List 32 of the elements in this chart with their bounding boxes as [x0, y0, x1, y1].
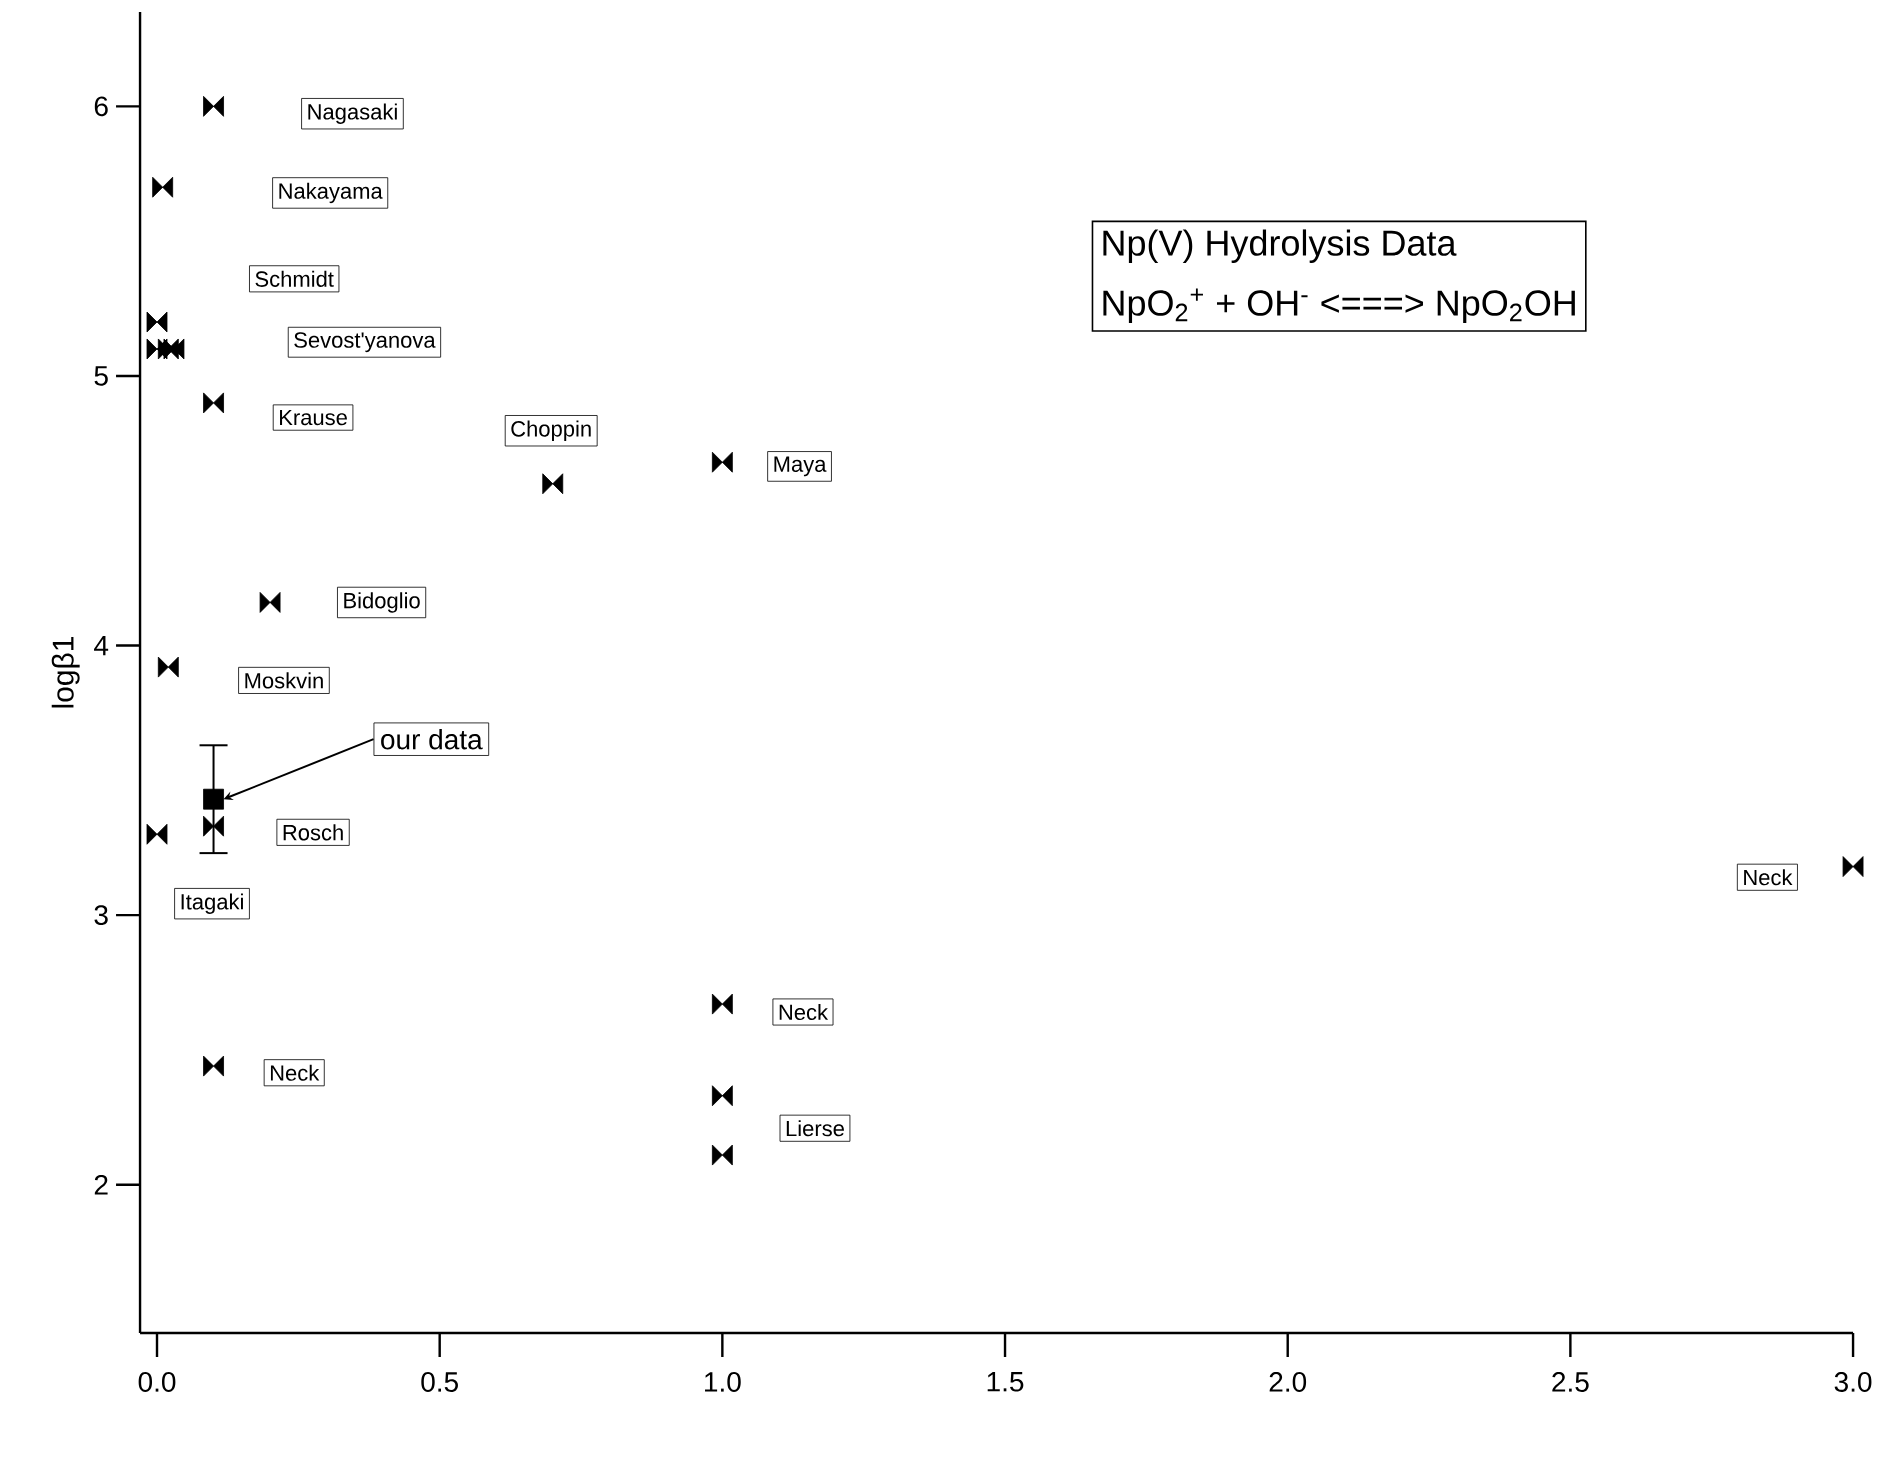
x-tick-label: 1.0 — [705, 1372, 741, 1392]
x-tick-label: 2.5 — [1552, 1372, 1589, 1392]
y-tick-label: 6 — [94, 96, 108, 117]
annotation: Itagaki — [181, 893, 243, 914]
annotation: Nagasaki — [308, 103, 397, 124]
x-tick-label: 0.0 — [138, 1372, 176, 1392]
y-axis-title: logβ1 — [51, 636, 80, 708]
y-tick-label: 5 — [94, 366, 108, 386]
annotation: Neck — [1744, 869, 1793, 886]
y-tick-label: 2 — [94, 1174, 108, 1195]
annotation: Neck — [779, 1003, 829, 1021]
annotation: Neck — [270, 1064, 320, 1081]
x-tick-label: 1.5 — [987, 1372, 1024, 1392]
annotation: Maya — [774, 456, 827, 477]
annotation: Nakayama — [279, 182, 383, 204]
x-tick-label: 2.0 — [1269, 1372, 1307, 1392]
annotation: Choppin — [511, 420, 591, 441]
annotation: Bidoglio — [344, 592, 420, 613]
annotation: Sevost'yanova — [294, 332, 436, 353]
annotation: Krause — [280, 409, 347, 426]
point — [203, 788, 224, 810]
text: Np(V) Hydrolysis Data — [1103, 229, 1457, 263]
annotation: Moskvin — [245, 672, 323, 689]
annotation: Rosch — [283, 824, 343, 841]
x-tick-label: 3.0 — [1834, 1372, 1872, 1392]
y-tick-label: 3 — [94, 905, 108, 926]
text: our data — [381, 728, 483, 750]
text: NpO$_{2}$$^{+}$ + OH$^{-}$ <===> NpO$_{2}$OH — [1103, 288, 1575, 323]
annotation: Lierse — [786, 1120, 844, 1137]
x-tick-label: 0.5 — [421, 1372, 458, 1392]
annotation: Schmidt — [255, 270, 334, 287]
y-tick-label: 4 — [94, 635, 109, 656]
